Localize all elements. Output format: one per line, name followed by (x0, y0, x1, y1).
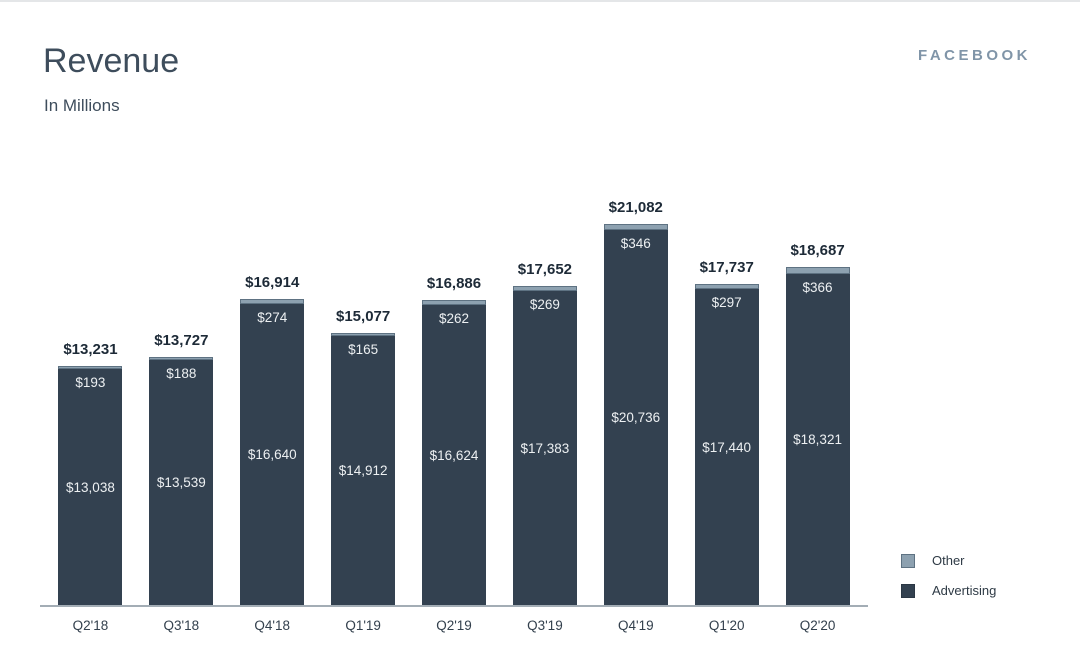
page-title: Revenue (43, 42, 180, 80)
bar-segment-advertising: $165 $14,912 (331, 336, 396, 605)
chart-subtitle: In Millions (44, 96, 120, 115)
x-axis-tick-label: Q2'18 (72, 618, 109, 633)
bar-total-label: $17,737 (699, 259, 754, 276)
bar-column: $13,727 $188 $13,539 (136, 162, 227, 605)
stacked-bar: $274 $16,640 (240, 299, 305, 605)
bar-advertising-value-label: $18,321 (793, 432, 842, 447)
bar-advertising-value-label: $17,383 (520, 440, 570, 456)
revenue-stacked-bar-chart: $13,231 $193 $13,038 $13,727 $188 $13,539 $16,… (40, 162, 868, 633)
x-axis-line (40, 605, 868, 607)
bar-column: $16,886 $262 $16,624 (409, 162, 500, 605)
bar-total-label: $18,687 (790, 242, 845, 259)
stacked-bar: $269 $17,383 (512, 286, 577, 605)
bar-segment-other (240, 299, 305, 304)
legend: Other Advertising (901, 553, 996, 613)
legend-label-other: Other (932, 553, 965, 568)
bar-advertising-value-label: $17,440 (702, 439, 752, 455)
bar-total-label: $15,077 (336, 308, 391, 325)
bar-advertising-value-label: $16,640 (247, 447, 297, 462)
stacked-bar: $193 $13,038 (58, 366, 123, 605)
bar-segment-advertising: $188 $13,539 (149, 360, 214, 605)
bar-total-label: $16,914 (245, 274, 300, 291)
bar-column: $21,082 $346 $20,736 (590, 162, 681, 605)
bar-segment-other (785, 267, 850, 274)
bar-segment-advertising: $346 $20,736 (603, 230, 668, 605)
bar-segment-advertising: $297 $17,440 (694, 289, 759, 605)
x-axis-tick-label: Q3'18 (163, 618, 200, 633)
bar-segment-advertising: $193 $13,038 (58, 369, 123, 605)
bar-total-label: $21,082 (608, 199, 663, 216)
bar-segment-other (331, 333, 396, 336)
x-axis-tick-label: Q2'19 (436, 618, 472, 633)
x-axis-labels: Q2'18 Q3'18 Q4'18 Q1'19 Q2'19 Q3'19 Q4'19 Q1'20… (45, 618, 863, 633)
bar-total-label: $17,652 (517, 261, 573, 278)
legend-label-advertising: Advertising (932, 583, 997, 598)
x-axis-tick-label: Q1'20 (708, 618, 745, 633)
bar-column: $17,652 $269 $17,383 (499, 162, 590, 605)
bar-column: $16,914 $274 $16,640 (227, 162, 318, 605)
bar-segment-other (149, 357, 214, 360)
bars-area: $13,231 $193 $13,038 $13,727 $188 $13,539 $16,… (45, 162, 863, 605)
bar-other-value-label: $193 (75, 375, 106, 390)
bar-segment-other (603, 224, 668, 230)
bar-segment-other (58, 366, 123, 369)
legend-swatch-advertising (901, 583, 915, 598)
bar-advertising-value-label: $16,624 (429, 447, 479, 463)
x-axis-tick-label: Q3'19 (527, 618, 563, 633)
bar-other-value-label: $188 (166, 366, 197, 381)
bar-other-value-label: $274 (257, 310, 288, 325)
bar-advertising-value-label: $14,912 (338, 463, 388, 478)
bar-other-value-label: $269 (529, 297, 560, 312)
x-axis-tick-label: Q1'19 (345, 618, 381, 633)
bar-column: $13,231 $193 $13,038 (45, 162, 136, 605)
facebook-wordmark: FACEBOOK (917, 47, 1031, 64)
bar-advertising-value-label: $13,038 (66, 479, 115, 495)
bar-other-value-label: $346 (620, 236, 651, 251)
stacked-bar: $366 $18,321 (785, 267, 850, 605)
bar-segment-advertising: $274 $16,640 (240, 304, 305, 605)
stacked-bar: $188 $13,539 (149, 357, 214, 605)
stacked-bar: $165 $14,912 (331, 333, 396, 605)
x-axis-tick-label: Q4'19 (617, 618, 654, 633)
stacked-bar: $297 $17,440 (694, 284, 759, 605)
bar-total-label: $16,886 (426, 275, 482, 292)
bar-total-label: $13,231 (63, 341, 118, 358)
bar-segment-advertising: $262 $16,624 (422, 305, 486, 605)
x-axis-tick-label: Q2'20 (799, 618, 836, 633)
bar-segment-other (694, 284, 759, 289)
bar-column: $18,687 $366 $18,321 (772, 162, 863, 605)
legend-item-other: Other (901, 553, 996, 568)
bar-segment-other (422, 300, 486, 305)
bar-segment-advertising: $269 $17,383 (512, 291, 577, 605)
stacked-bar: $262 $16,624 (422, 300, 486, 605)
bar-column: $17,737 $297 $17,440 (681, 162, 772, 605)
legend-swatch-other (901, 553, 915, 568)
bar-other-value-label: $297 (711, 295, 742, 310)
x-axis-tick-label: Q4'18 (254, 618, 291, 633)
bar-segment-advertising: $366 $18,321 (785, 274, 850, 605)
bar-total-label: $13,727 (154, 332, 209, 349)
legend-item-advertising: Advertising (901, 583, 996, 598)
bar-segment-other (512, 286, 577, 291)
bar-other-value-label: $366 (802, 280, 833, 295)
bar-column: $15,077 $165 $14,912 (318, 162, 409, 605)
stacked-bar: $346 $20,736 (603, 224, 668, 605)
bar-advertising-value-label: $13,539 (156, 475, 206, 490)
bar-other-value-label: $165 (348, 342, 379, 357)
bar-other-value-label: $262 (438, 311, 470, 326)
bar-advertising-value-label: $20,736 (611, 410, 661, 425)
